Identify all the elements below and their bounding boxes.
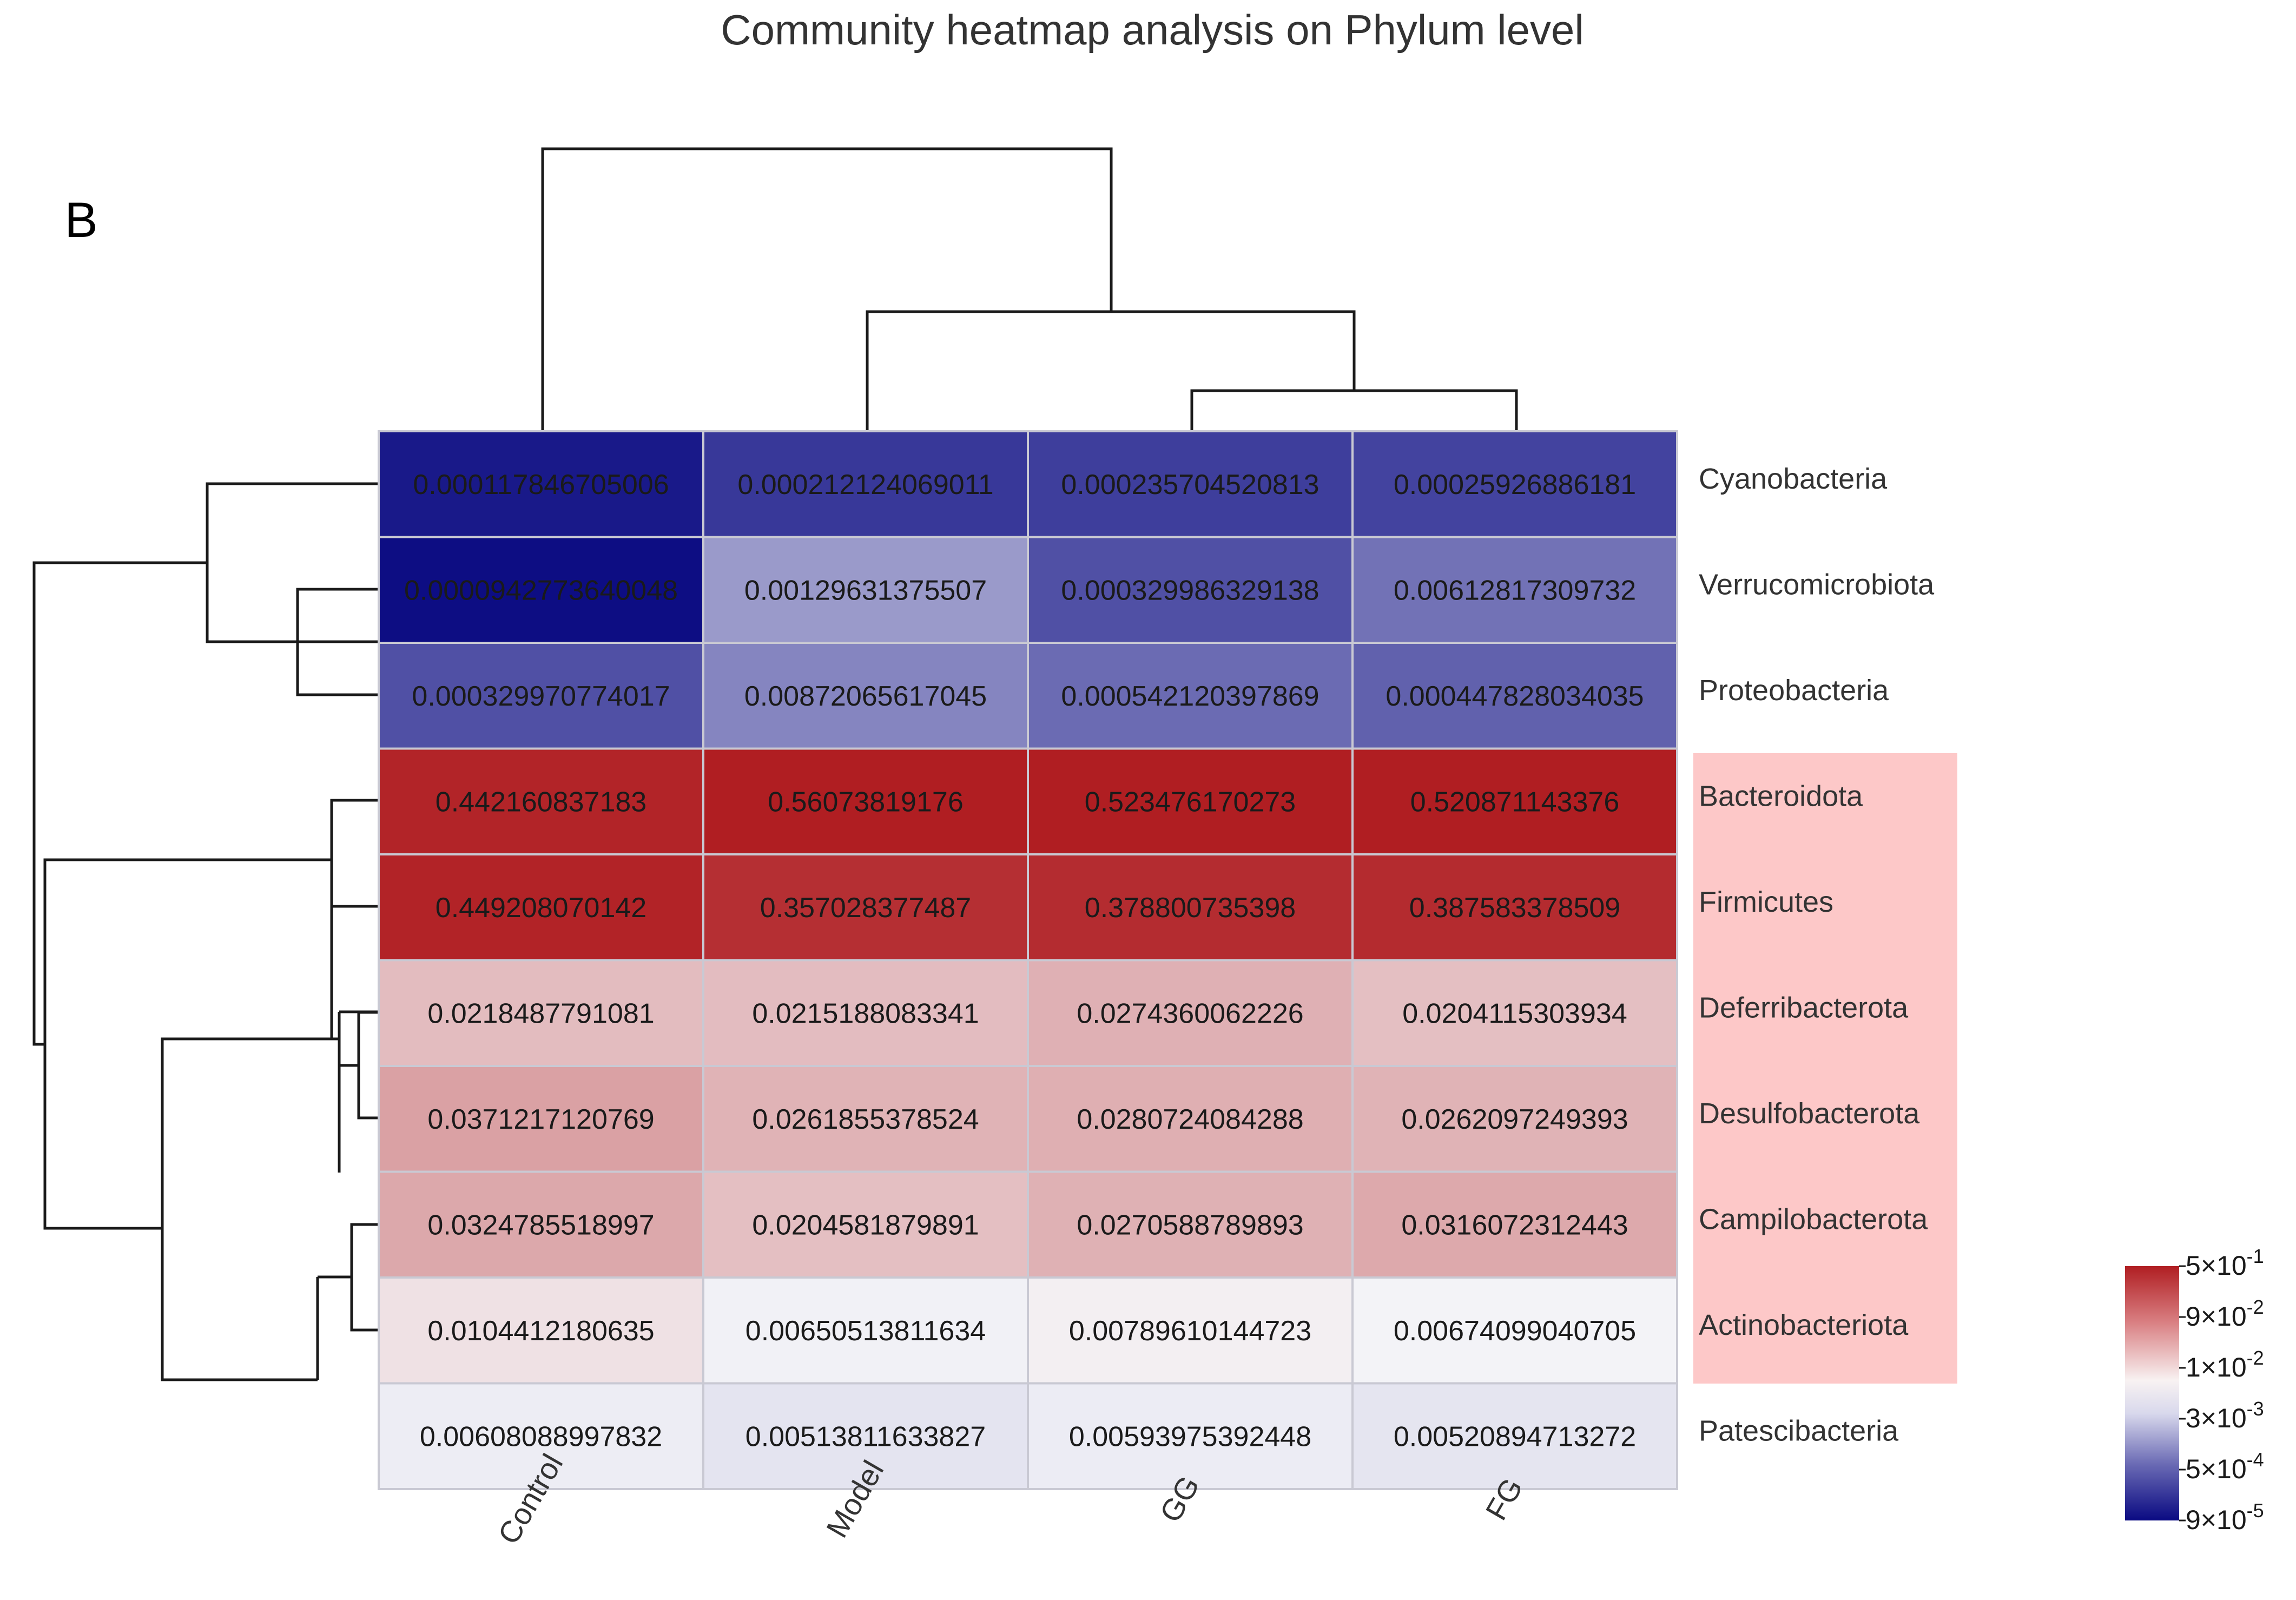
heatmap-cell bbox=[1351, 1065, 1678, 1173]
row-label: Actinobacteriota bbox=[1699, 1309, 1909, 1341]
color-legend: 5×10-1 9×10-2 1×10-2 3×10-3 5×10-4 9×10-5 bbox=[2125, 1245, 2264, 1535]
cell-value-label: 0.0104412180635 bbox=[427, 1315, 654, 1347]
cell-value-label: 0.56073819176 bbox=[768, 786, 964, 818]
row-label: Bacteroidota bbox=[1699, 780, 1863, 812]
column-dendrogram bbox=[541, 147, 1518, 430]
heatmap-cell bbox=[378, 1065, 704, 1173]
heatmap-cell bbox=[1351, 536, 1678, 644]
heatmap-cell bbox=[1027, 1276, 1354, 1385]
cell-value-label: 0.000117846705006 bbox=[413, 469, 669, 501]
cell-value-label: 0.0274360062226 bbox=[1077, 998, 1303, 1029]
cell-value-label: 0.00612817309732 bbox=[1394, 575, 1636, 606]
heatmap-cell bbox=[1027, 1382, 1354, 1490]
cell-value-label: 0.0204581879891 bbox=[752, 1209, 979, 1241]
heatmap-cell bbox=[1351, 853, 1678, 962]
cell-value-label: 0.357028377487 bbox=[760, 892, 971, 924]
heatmap-cell bbox=[378, 1382, 704, 1490]
row-label: Cyanobacteria bbox=[1699, 463, 1888, 495]
legend-tick-label: 3×10-3 bbox=[2186, 1398, 2264, 1433]
cell-value-label: 0.0215188083341 bbox=[752, 998, 979, 1029]
cell-value-label: 0.000212124069011 bbox=[737, 469, 993, 501]
cell-value-label: 0.387583378509 bbox=[1409, 892, 1620, 924]
heatmap-cell bbox=[1027, 430, 1354, 538]
cell-value-label: 0.0371217120769 bbox=[427, 1104, 654, 1135]
panel-label: B bbox=[64, 193, 97, 248]
cell-value-label: 0.442160837183 bbox=[436, 786, 646, 818]
cell-value-label: 0.00513811633827 bbox=[745, 1421, 986, 1452]
row-labels: Cyanobacteria Verrucomicrobiota Proteobact… bbox=[1699, 463, 1935, 1447]
heatmap-cell bbox=[378, 959, 704, 1067]
highlight-band bbox=[1693, 753, 1957, 1384]
heatmap-cell bbox=[1351, 747, 1678, 855]
legend-tick-label: 9×10-2 bbox=[2186, 1296, 2264, 1332]
heatmap-cell bbox=[702, 536, 1029, 644]
heatmap-cell bbox=[1351, 642, 1678, 750]
cell-value-label: 0.000329970774017 bbox=[412, 681, 670, 712]
row-label: Deferribacterota bbox=[1699, 991, 1909, 1024]
heatmap-cell bbox=[702, 747, 1029, 855]
cell-value-label: 0.0000942773640048 bbox=[404, 575, 678, 606]
cell-value-label: 0.0261855378524 bbox=[752, 1104, 979, 1135]
row-label: Verrucomicrobiota bbox=[1699, 568, 1935, 601]
row-label: Patescibacteria bbox=[1699, 1414, 1899, 1447]
heatmap-cell bbox=[1351, 1276, 1678, 1385]
heatmap-cell bbox=[378, 1170, 704, 1279]
cell-value-label: 0.00674099040705 bbox=[1394, 1315, 1636, 1347]
cell-value-label: 0.00608088997832 bbox=[420, 1421, 662, 1452]
legend-tick-label: 5×10-1 bbox=[2186, 1245, 2264, 1281]
legend-tick-label: 1×10-2 bbox=[2186, 1347, 2264, 1382]
row-label: Campilobacterota bbox=[1699, 1203, 1928, 1235]
cell-value-label: 0.00872065617045 bbox=[744, 681, 987, 712]
heatmap-cell bbox=[1351, 430, 1678, 538]
cell-value-label: 0.520871143376 bbox=[1410, 786, 1620, 818]
cell-value-label: 0.0262097249393 bbox=[1401, 1104, 1628, 1135]
row-dendrogram bbox=[32, 482, 379, 1381]
row-label: Firmicutes bbox=[1699, 886, 1833, 918]
cell-value-label: 0.449208070142 bbox=[436, 892, 646, 924]
heatmap-cell bbox=[702, 642, 1029, 750]
heatmap-cell bbox=[702, 1382, 1029, 1490]
heatmap-cell bbox=[378, 430, 704, 538]
row-label: Desulfobacterota bbox=[1699, 1097, 1920, 1130]
cell-value-label: 0.0316072312443 bbox=[1401, 1209, 1628, 1241]
cell-value-label: 0.0280724084288 bbox=[1077, 1104, 1303, 1135]
cell-value-label: 0.00593975392448 bbox=[1069, 1421, 1311, 1452]
heatmap-cell bbox=[1351, 1382, 1678, 1490]
legend-tick-label: 5×10-4 bbox=[2186, 1448, 2264, 1484]
heatmap-cell bbox=[378, 536, 704, 644]
heatmap-cell bbox=[378, 853, 704, 962]
legend-tick-label: 9×10-5 bbox=[2186, 1499, 2264, 1535]
cell-value-label: 0.00789610144723 bbox=[1069, 1315, 1311, 1347]
heatmap-cell bbox=[1027, 853, 1354, 962]
heatmap-cell bbox=[1027, 1170, 1354, 1279]
cell-value-label: 0.0324785518997 bbox=[427, 1209, 654, 1241]
cell-value-label: 0.00650513811634 bbox=[745, 1315, 986, 1347]
cell-value-label: 0.000329986329138 bbox=[1061, 575, 1319, 606]
cell-value-label: 0.000447828034035 bbox=[1385, 681, 1644, 712]
cell-value-label: 0.0218487791081 bbox=[427, 998, 654, 1029]
heatmap-grid: 0.000117846705006 0.000212124069011 0.0002… bbox=[378, 430, 1678, 1490]
heatmap-cell bbox=[1351, 959, 1678, 1067]
heatmap-cell bbox=[702, 853, 1029, 962]
heatmap-cell bbox=[1027, 959, 1354, 1067]
legend-colorbar bbox=[2125, 1266, 2179, 1520]
heatmap-cell bbox=[702, 430, 1029, 538]
cell-value-label: 0.000235704520813 bbox=[1061, 469, 1319, 501]
cell-value-label: 0.0270588789893 bbox=[1077, 1209, 1303, 1241]
cell-value-label: 0.00025926886181 bbox=[1394, 469, 1636, 501]
cell-value-label: 0.523476170273 bbox=[1085, 786, 1296, 818]
row-label: Proteobacteria bbox=[1699, 674, 1889, 707]
cell-value-label: 0.000542120397869 bbox=[1061, 681, 1319, 712]
chart-title: Community heatmap analysis on Phylum lev… bbox=[721, 6, 1584, 54]
cell-value-label: 0.0204115303934 bbox=[1402, 998, 1627, 1029]
heatmap-cell bbox=[378, 747, 704, 855]
cell-value-label: 0.378800735398 bbox=[1085, 892, 1296, 924]
cell-value-label: 0.00520894713272 bbox=[1394, 1421, 1636, 1452]
cell-value-label: 0.00129631375507 bbox=[744, 575, 987, 606]
heatmap-cell bbox=[1027, 1065, 1354, 1173]
heatmap-cell bbox=[702, 959, 1029, 1067]
